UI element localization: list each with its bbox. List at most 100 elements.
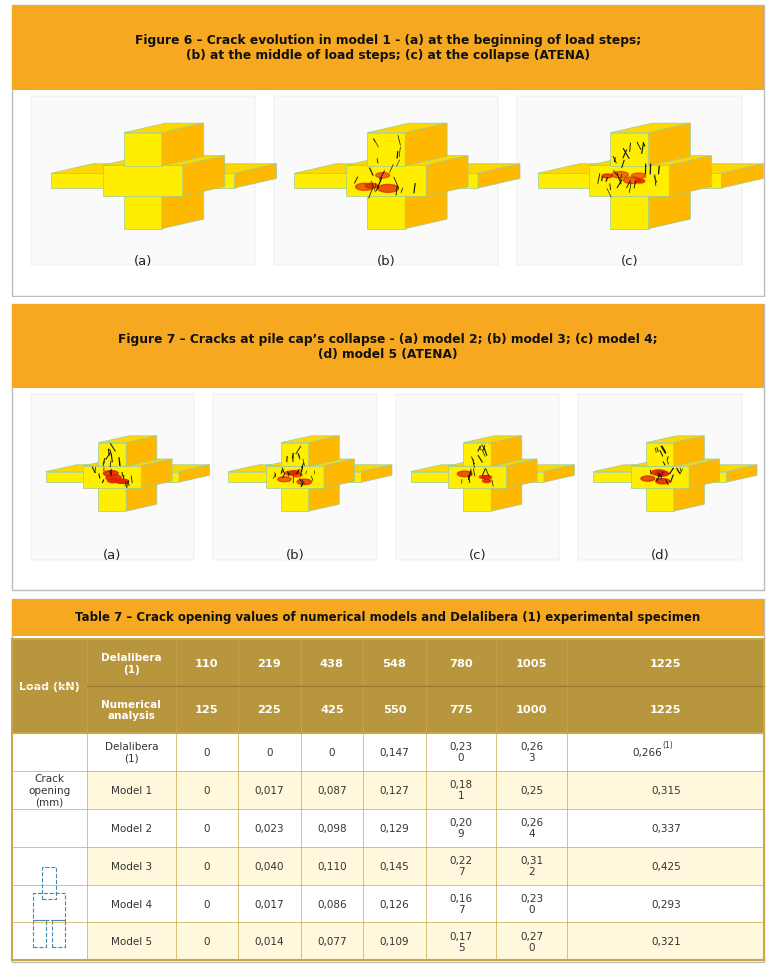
Polygon shape <box>538 174 591 189</box>
FancyBboxPatch shape <box>300 885 363 922</box>
FancyBboxPatch shape <box>12 7 764 91</box>
FancyBboxPatch shape <box>363 809 426 847</box>
Text: (1): (1) <box>663 740 674 749</box>
FancyBboxPatch shape <box>213 394 376 560</box>
Polygon shape <box>688 465 757 472</box>
Text: 0,425: 0,425 <box>651 860 681 870</box>
Text: 0,31
2: 0,31 2 <box>520 855 543 876</box>
Polygon shape <box>463 481 521 487</box>
Circle shape <box>480 476 487 479</box>
Circle shape <box>656 472 669 477</box>
FancyBboxPatch shape <box>363 847 426 885</box>
Text: Crack
opening
(mm): Crack opening (mm) <box>28 773 71 806</box>
FancyBboxPatch shape <box>300 922 363 960</box>
FancyBboxPatch shape <box>87 809 175 847</box>
FancyBboxPatch shape <box>238 686 300 733</box>
FancyBboxPatch shape <box>238 733 300 770</box>
FancyBboxPatch shape <box>497 640 567 686</box>
Polygon shape <box>632 465 663 483</box>
Polygon shape <box>99 436 157 443</box>
FancyBboxPatch shape <box>426 770 497 809</box>
Polygon shape <box>162 187 204 230</box>
Polygon shape <box>281 487 309 512</box>
Text: (b): (b) <box>376 254 396 267</box>
Polygon shape <box>294 165 390 174</box>
Polygon shape <box>646 487 674 512</box>
Polygon shape <box>123 187 204 197</box>
FancyBboxPatch shape <box>567 640 764 686</box>
Polygon shape <box>228 472 267 483</box>
Polygon shape <box>99 443 126 467</box>
Polygon shape <box>367 134 405 167</box>
Circle shape <box>482 476 491 480</box>
Polygon shape <box>450 465 480 483</box>
FancyBboxPatch shape <box>175 885 238 922</box>
Polygon shape <box>590 166 670 197</box>
Text: (c): (c) <box>469 548 487 562</box>
Polygon shape <box>649 124 691 167</box>
FancyBboxPatch shape <box>426 640 497 686</box>
Text: Model 2: Model 2 <box>111 823 152 832</box>
FancyBboxPatch shape <box>12 7 764 297</box>
Text: 0,098: 0,098 <box>317 823 347 832</box>
Polygon shape <box>631 466 689 488</box>
FancyBboxPatch shape <box>175 770 238 809</box>
FancyBboxPatch shape <box>497 809 567 847</box>
Polygon shape <box>689 459 719 488</box>
Polygon shape <box>123 197 162 230</box>
Polygon shape <box>228 465 298 472</box>
FancyBboxPatch shape <box>87 922 175 960</box>
Polygon shape <box>265 466 324 488</box>
Text: 548: 548 <box>383 658 407 668</box>
Polygon shape <box>281 443 309 467</box>
FancyBboxPatch shape <box>426 847 497 885</box>
Circle shape <box>457 472 472 477</box>
Polygon shape <box>179 465 210 483</box>
FancyBboxPatch shape <box>426 809 497 847</box>
Polygon shape <box>162 124 204 167</box>
Polygon shape <box>646 443 674 467</box>
Polygon shape <box>104 165 146 189</box>
FancyBboxPatch shape <box>238 885 300 922</box>
Polygon shape <box>505 465 574 472</box>
Polygon shape <box>668 165 764 174</box>
Text: 0: 0 <box>203 747 210 757</box>
Text: 0,109: 0,109 <box>379 936 409 947</box>
Text: 0,126: 0,126 <box>379 898 409 909</box>
FancyBboxPatch shape <box>300 809 363 847</box>
Text: 0,023: 0,023 <box>255 823 284 832</box>
Circle shape <box>292 474 302 478</box>
Text: 0,147: 0,147 <box>379 747 409 757</box>
Polygon shape <box>183 156 225 197</box>
Polygon shape <box>688 472 726 483</box>
Text: 0,315: 0,315 <box>651 785 681 795</box>
Text: Model 1: Model 1 <box>111 785 152 795</box>
Text: 0: 0 <box>266 747 272 757</box>
FancyBboxPatch shape <box>12 600 764 637</box>
Circle shape <box>297 480 312 485</box>
Circle shape <box>355 184 374 191</box>
Polygon shape <box>611 134 649 167</box>
Polygon shape <box>346 166 426 197</box>
FancyBboxPatch shape <box>87 847 175 885</box>
FancyBboxPatch shape <box>238 847 300 885</box>
Circle shape <box>285 472 296 476</box>
Text: 0,087: 0,087 <box>317 785 347 795</box>
Text: (b): (b) <box>286 548 304 562</box>
Polygon shape <box>265 459 355 466</box>
Text: Delalibera
(1): Delalibera (1) <box>105 741 158 763</box>
Polygon shape <box>141 459 172 488</box>
Text: (c): (c) <box>621 254 639 267</box>
FancyBboxPatch shape <box>567 770 764 809</box>
Circle shape <box>378 185 398 193</box>
Text: 0: 0 <box>203 898 210 909</box>
Polygon shape <box>140 472 179 483</box>
FancyBboxPatch shape <box>30 97 255 266</box>
FancyBboxPatch shape <box>567 733 764 770</box>
Polygon shape <box>140 465 210 472</box>
Text: (d): (d) <box>650 548 669 562</box>
Polygon shape <box>722 165 764 189</box>
FancyBboxPatch shape <box>238 770 300 809</box>
FancyBboxPatch shape <box>567 686 764 733</box>
Polygon shape <box>182 165 276 174</box>
